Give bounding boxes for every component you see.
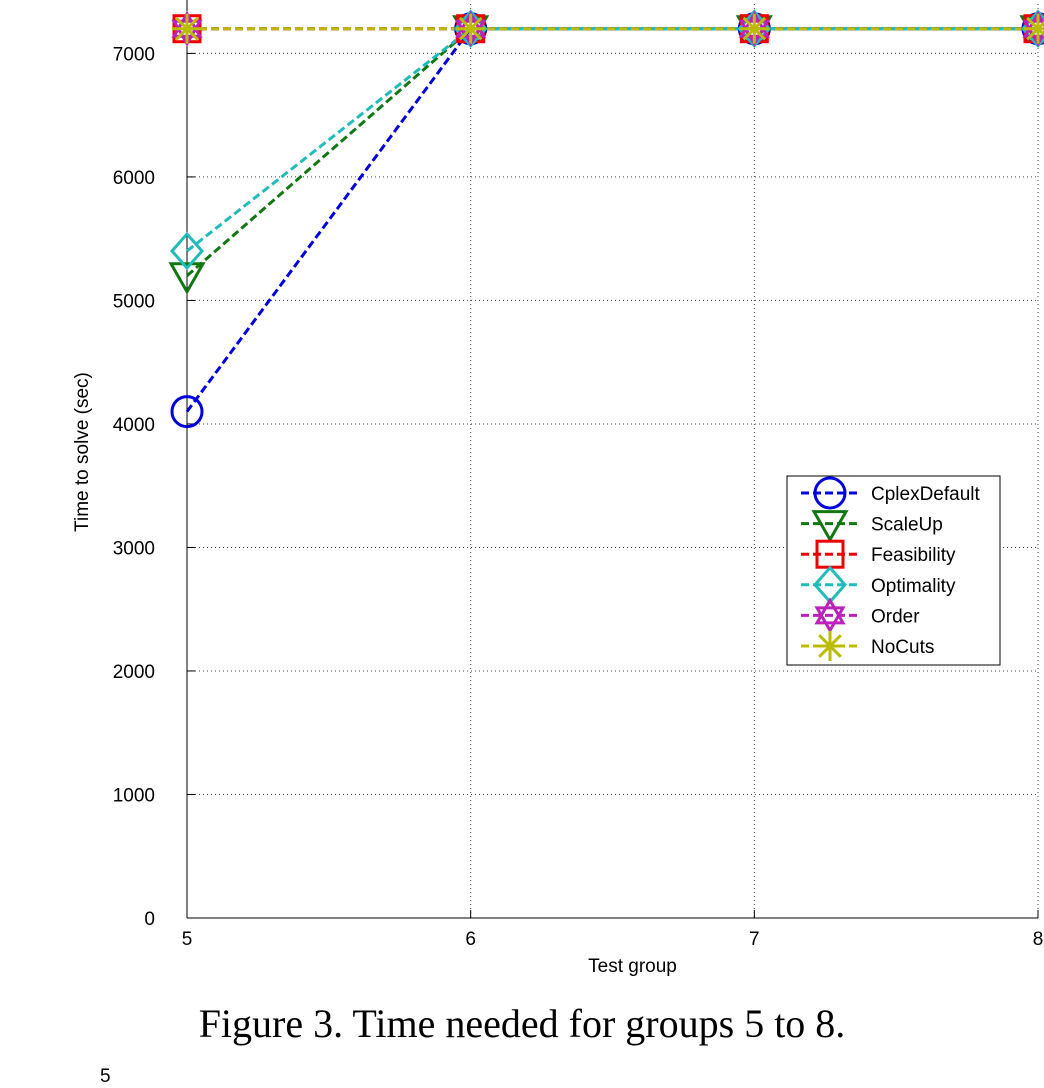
y-tick-label: 5000 (113, 291, 155, 312)
y-tick-label: 1000 (113, 785, 155, 806)
point-marker-diamond (169, 231, 205, 271)
series-layer (168, 9, 1044, 429)
y-axis-label: Time to solve (sec) (72, 372, 93, 532)
x-axis-label: Test group (588, 956, 677, 977)
legend-entry-optimality: Optimality (871, 576, 956, 597)
point-marker-circle (170, 395, 204, 429)
y-tick-label: 3000 (113, 538, 155, 559)
x-tick-label: 8 (1033, 929, 1044, 950)
grid-lines (187, 4, 1039, 918)
point-marker-hexagram (814, 597, 846, 625)
legend-entry-cplexdefault: CplexDefault (871, 484, 980, 505)
point-marker-asterisk (172, 13, 202, 44)
legend-entry-order: Order (871, 606, 920, 627)
point-marker-triangle (811, 510, 849, 543)
series-line-cplexdefault (185, 27, 1038, 413)
y-tick-label: 0 (144, 909, 155, 930)
axes (186, 0, 1039, 919)
x-tick-label: 5 (182, 929, 193, 950)
tick-labels: 0 1000 2000 3000 4000 5000 6000 7000 5 6 7 8 (113, 44, 1044, 950)
next-figure-tick: 5 (100, 1066, 111, 1087)
point-marker-asterisk (739, 13, 770, 44)
y-tick-label: 2000 (113, 662, 155, 683)
point-marker-triangle (168, 262, 206, 295)
point-marker-asterisk (455, 13, 486, 44)
point-marker-asterisk (815, 631, 845, 661)
legend: CplexDefault ScaleUp Feasibility Optimality… (786, 475, 1001, 666)
y-tick-label: 4000 (113, 415, 155, 436)
figure-caption: Figure 3. Time needed for groups 5 to 8. (198, 1001, 846, 1046)
point-marker-hexagram (814, 606, 846, 634)
legend-entry-nocuts: NoCuts (871, 637, 934, 658)
series-line-optimality (186, 27, 1038, 253)
legend-entry-scaleup: ScaleUp (871, 515, 943, 536)
point-marker-circle (813, 476, 847, 510)
legend-entry-feasibility: Feasibility (871, 545, 956, 566)
y-tick-label: 6000 (113, 168, 155, 189)
x-tick-label: 7 (749, 929, 760, 950)
x-tick-label: 6 (465, 929, 476, 950)
y-tick-label: 7000 (113, 44, 155, 65)
point-marker-asterisk (1023, 13, 1044, 44)
